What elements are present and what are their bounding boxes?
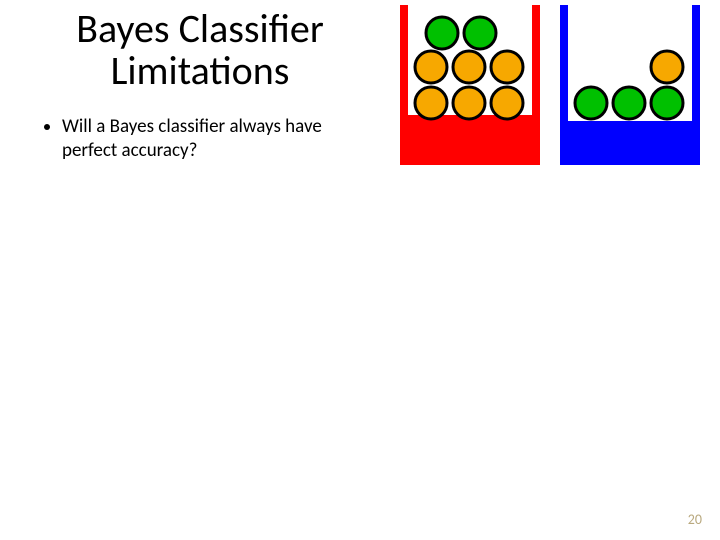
beaker-left <box>400 5 540 165</box>
bullet-item: Will a Bayes classifier always have perf… <box>62 115 360 163</box>
bullet-list: Will a Bayes classifier always have perf… <box>40 115 360 163</box>
slide: Bayes Classifier Limitations Will a Baye… <box>0 0 720 540</box>
slide-title: Bayes Classifier Limitations <box>40 8 360 92</box>
title-line-2: Limitations <box>111 46 290 95</box>
beaker-right <box>560 5 700 165</box>
beaker-diagram <box>400 5 710 165</box>
page-number: 20 <box>688 511 702 528</box>
